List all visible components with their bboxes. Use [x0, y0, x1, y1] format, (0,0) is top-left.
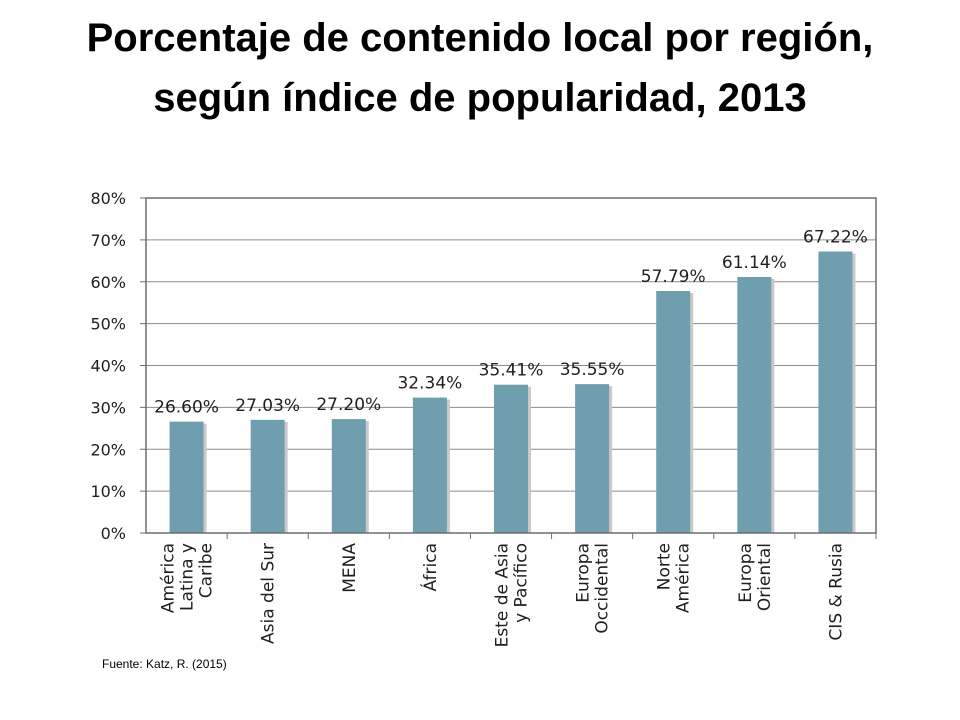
- data-label: 26.60%: [154, 398, 219, 418]
- page-title: Porcentaje de contenido local por región…: [86, 16, 874, 120]
- x-tick-label-line: y Pacífico: [512, 543, 532, 623]
- x-tick-label: África: [419, 543, 441, 592]
- x-tick-label: EuropaOriental: [736, 543, 775, 611]
- x-tick-label-line: Este de Asia: [493, 543, 513, 647]
- y-tick-label: 20%: [90, 440, 126, 459]
- x-tick-label-line: América: [159, 543, 179, 613]
- x-tick-label-line: Latina y: [178, 543, 198, 611]
- x-tick-label-line: Oriental: [755, 543, 775, 611]
- data-label: 67.22%: [803, 228, 868, 248]
- data-label: 32.34%: [397, 374, 462, 394]
- bar: [737, 276, 772, 533]
- bars: [169, 251, 856, 534]
- x-tick-label-line: Norte: [655, 543, 675, 590]
- x-tick-label: EuropaOccidental: [574, 543, 613, 634]
- data-label: 35.55%: [560, 360, 625, 380]
- x-tick-label-line: África: [419, 543, 441, 592]
- y-tick-label: 70%: [90, 231, 126, 250]
- x-tick-label-line: Europa: [736, 543, 756, 603]
- bar: [250, 419, 285, 533]
- bar: [412, 397, 447, 533]
- x-tick-label: NorteAmérica: [655, 543, 694, 613]
- x-tick-label: AméricaLatina yCaribe: [159, 543, 217, 613]
- bar: [331, 419, 366, 533]
- bar-chart: 0%10%20%30%40%50%60%70%80% 26.60% 27.03% 2…: [90, 189, 877, 647]
- x-tick-label-line: Asia del Sur: [259, 543, 279, 644]
- data-label: 57.79%: [641, 267, 706, 287]
- data-labels: 26.60% 27.03% 27.20% 32.34% 35.41% 35.55% 57.7…: [154, 228, 868, 418]
- bar: [575, 384, 610, 533]
- y-tick-label: 80%: [90, 189, 126, 208]
- y-tick-label: 40%: [90, 357, 126, 376]
- bar: [818, 251, 853, 534]
- x-tick-label-line: CIS & Rusia: [826, 543, 846, 641]
- data-label: 27.03%: [235, 396, 300, 416]
- x-tick-label: CIS & Rusia: [826, 543, 846, 641]
- y-tick-label: 50%: [90, 315, 126, 334]
- x-tick-label-line: MENA: [340, 543, 360, 593]
- bar: [656, 291, 691, 533]
- source-note: Fuente: Katz, R. (2015): [102, 657, 227, 671]
- bar: [494, 384, 528, 533]
- x-tick-label: MENA: [340, 543, 360, 593]
- data-label: 61.14%: [722, 253, 787, 273]
- data-label: 35.41%: [479, 361, 544, 381]
- y-axis-ticks: 0% 10% 20% 30% 40% 50% 60% 70% 80%: [90, 189, 146, 543]
- x-axis-ticks: AméricaLatina yCaribe Asia del Sur MENA Áfr…: [159, 533, 877, 647]
- x-tick-label-line: Europa: [574, 543, 594, 603]
- y-tick-label: 30%: [90, 398, 126, 417]
- x-tick-label-line: América: [674, 543, 694, 613]
- data-label: 27.20%: [316, 395, 381, 415]
- x-tick-label-line: Occidental: [593, 543, 613, 634]
- y-tick-label: 10%: [90, 482, 126, 501]
- x-tick-label: Este de Asiay Pacífico: [493, 543, 532, 647]
- y-tick-label: 0%: [101, 524, 126, 543]
- x-tick-label-line: Caribe: [197, 543, 217, 598]
- x-tick-label: Asia del Sur: [259, 543, 279, 644]
- bar: [169, 421, 204, 533]
- y-tick-label: 60%: [90, 273, 126, 292]
